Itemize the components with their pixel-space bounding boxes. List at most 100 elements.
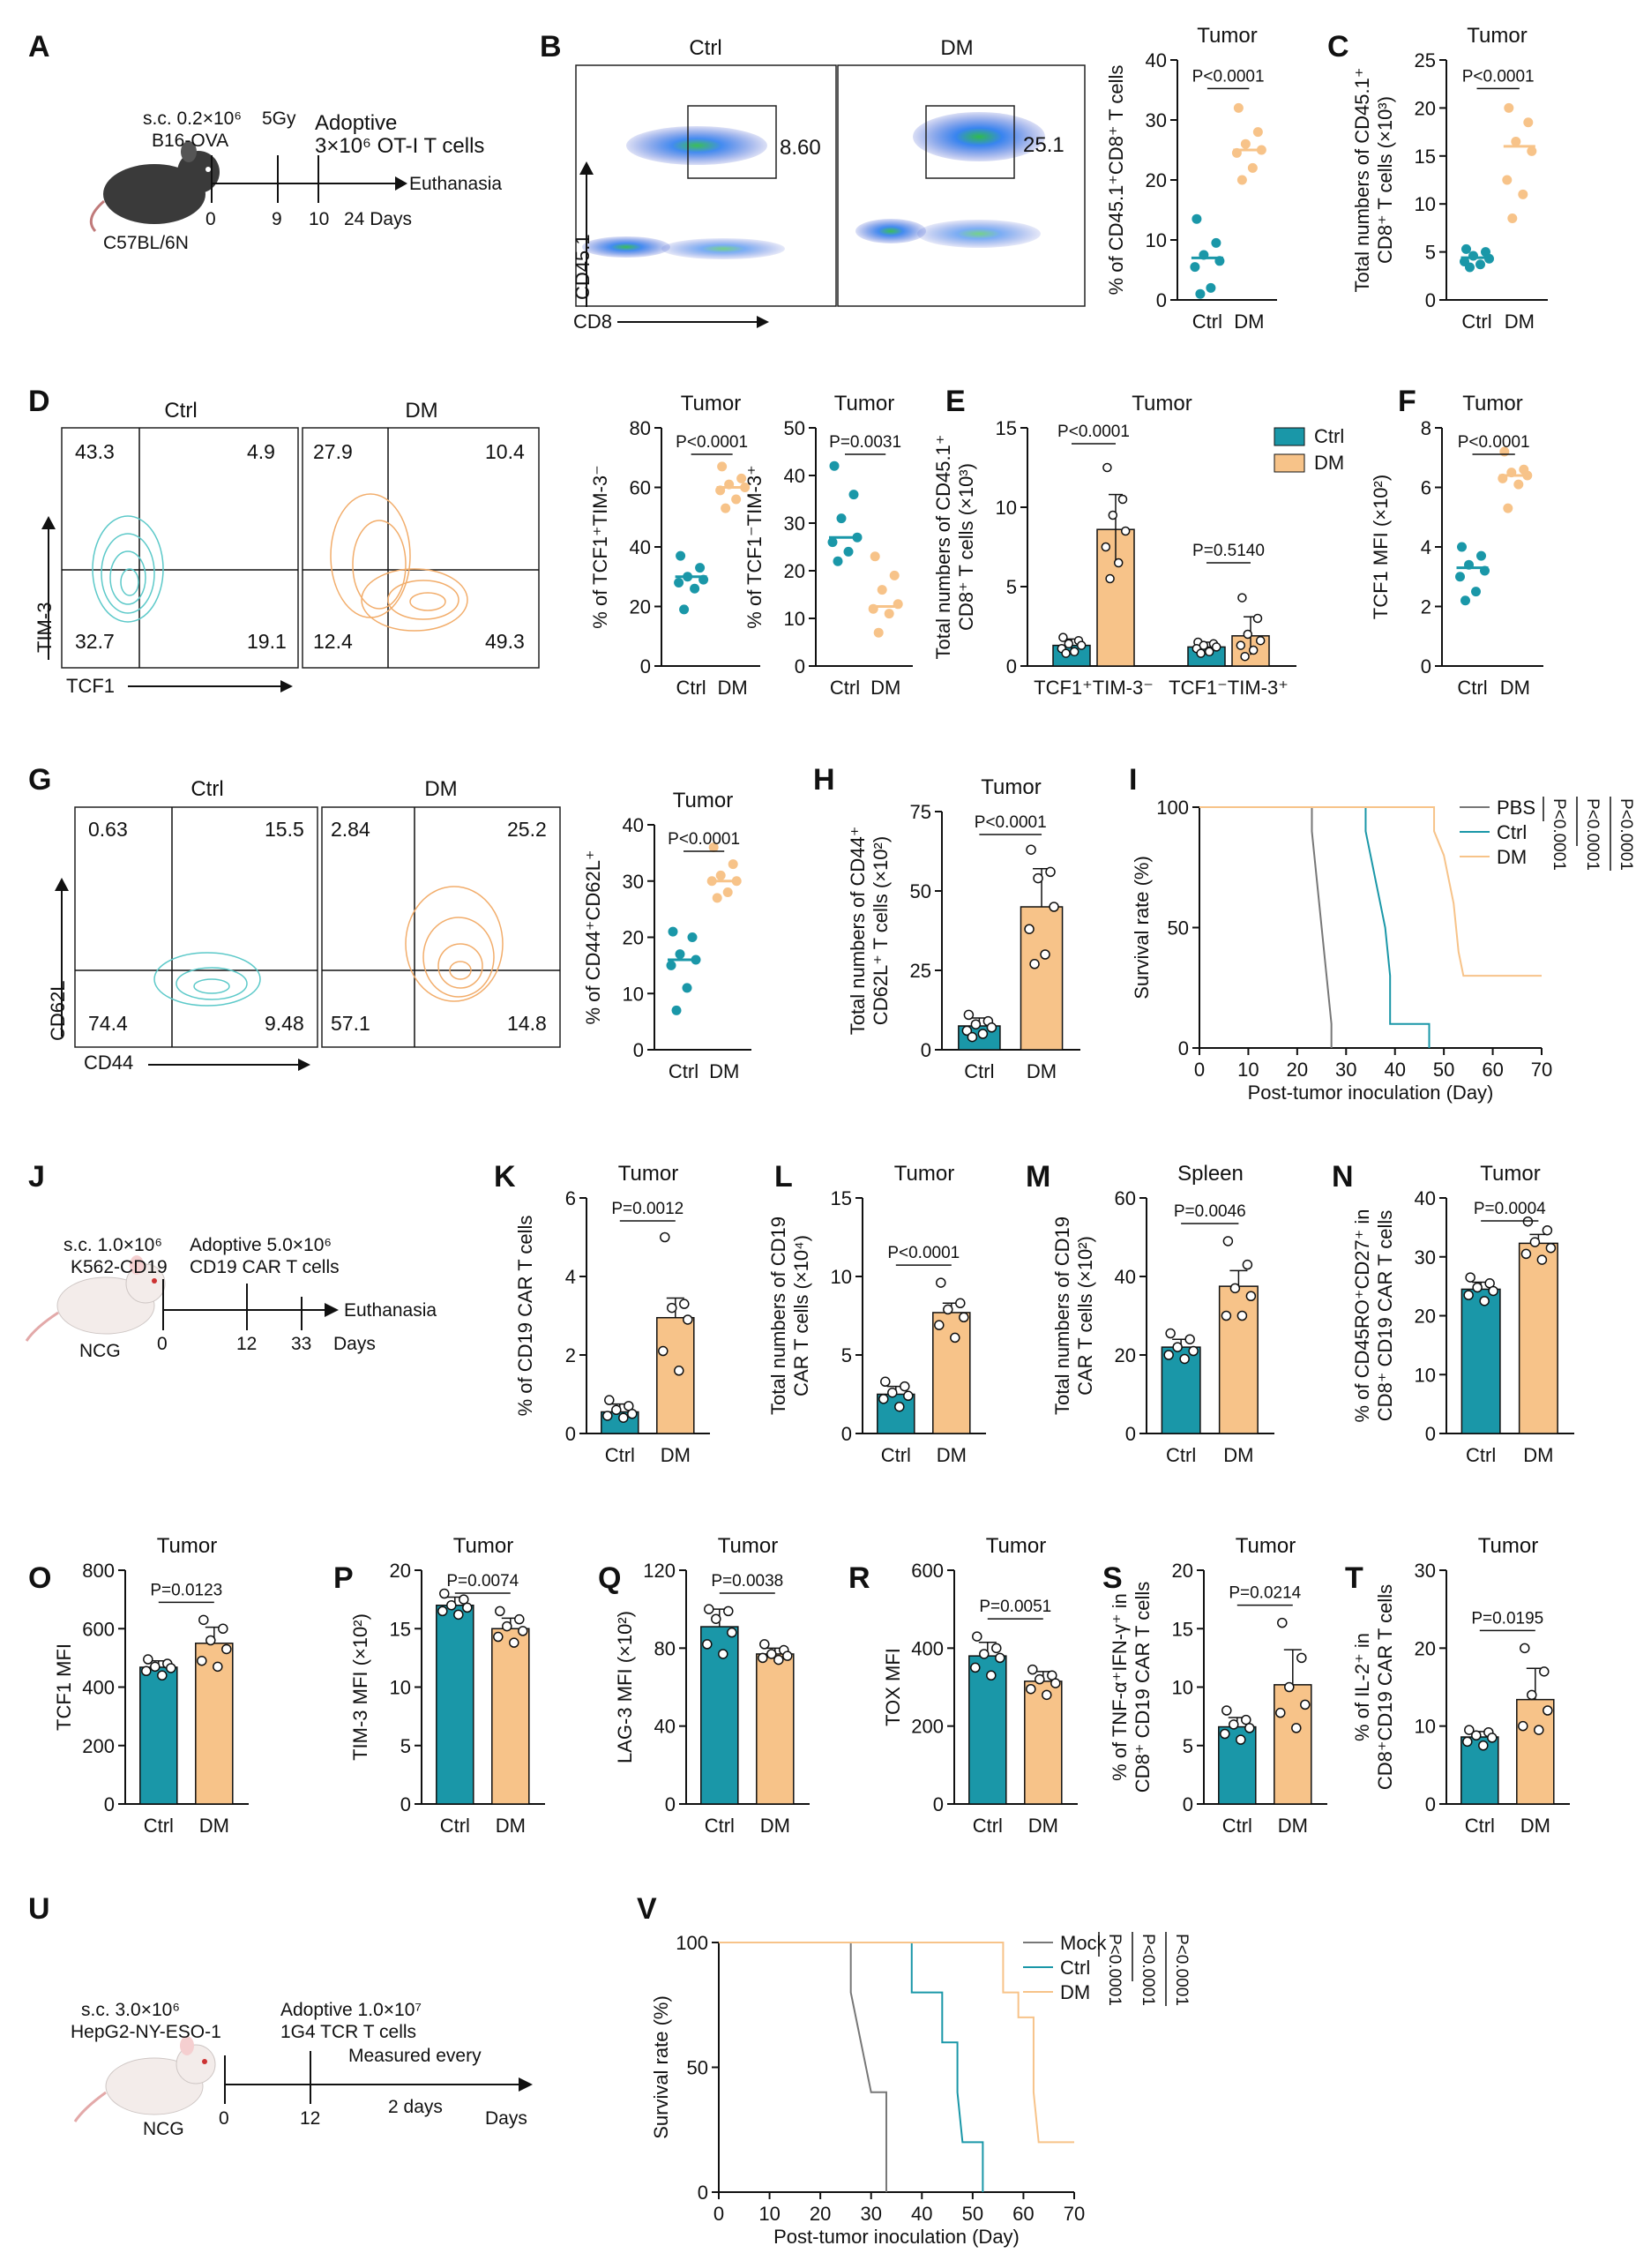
D1-title: Tumor: [681, 392, 741, 415]
O-dm-point-0: [198, 1614, 209, 1626]
H-dm-point-6: [1029, 959, 1040, 969]
I-legend-label-1: Ctrl: [1497, 821, 1527, 843]
I-xlabel: Post-tumor inoculation (Day): [1248, 1082, 1494, 1104]
M-ylabel-1: CAR T cells (×10²): [1074, 1236, 1096, 1396]
D2-dm-point-6: [873, 627, 884, 638]
schematic-j-end: Euthanasia: [344, 1300, 437, 1321]
H-dm-point-0: [1026, 844, 1036, 855]
M-xtick-0: Ctrl: [1166, 1444, 1196, 1466]
F-ytick-label-3: 6: [1421, 477, 1431, 499]
schematic-u-end: Days: [485, 2108, 527, 2129]
E-dm-0-point-2: [1108, 510, 1118, 520]
Q-xtick-1: DM: [760, 1815, 790, 1837]
O-ctrl-point-3: [166, 1663, 176, 1673]
flow-d-dm-title: DM: [405, 399, 437, 423]
S-ylabel-1: CD8⁺ CD19 CAR T cells: [1132, 1582, 1154, 1793]
K-xtick-0: Ctrl: [605, 1444, 635, 1466]
Q-ctrl-point-1: [723, 1606, 734, 1617]
C-ylabel-1: CD8⁺ T cells (×10³): [1374, 96, 1396, 264]
K-ctrl-point-5: [618, 1412, 629, 1423]
S-ctrl-point-1: [1241, 1714, 1251, 1725]
V-xlabel: Post-tumor inoculation (Day): [773, 2226, 1020, 2248]
K-ctrl-point-3: [627, 1409, 638, 1419]
panel-label-q: Q: [598, 1561, 621, 1595]
chart-g: 0 10 20 30 40 Tumor % of CD44⁺CD62L⁺ Ctrl DM P<0.…: [582, 789, 751, 1082]
T-xtick-0: Ctrl: [1465, 1815, 1495, 1837]
F-ytick-label-2: 4: [1421, 536, 1431, 558]
P-bar-dm: [491, 1628, 530, 1805]
chart-t: 0 10 20 30 Tumor % of IL-2⁺ in CD8⁺CD19 CAR T …: [1351, 1534, 1570, 1837]
K-xtick-1: DM: [661, 1444, 691, 1466]
schematic-j-t0: 0: [157, 1334, 168, 1354]
C-dm-point-0: [1504, 102, 1514, 113]
R-ctrl-point-0: [972, 1631, 982, 1642]
C-ytick-label-5: 25: [1415, 49, 1436, 71]
L-dm-point-0: [936, 1277, 946, 1288]
M-ctrl-point-4: [1163, 1350, 1174, 1360]
O-bar-ctrl: [139, 1666, 178, 1805]
R-ytick-label-3: 600: [911, 1560, 944, 1582]
N-dm-point-1: [1542, 1224, 1553, 1236]
S-dm-point-1: [1296, 1652, 1307, 1664]
V-xtick-label-7: 70: [1064, 2203, 1085, 2225]
D1-dm-point-6: [721, 503, 731, 513]
chart-p: 0 5 10 15 20 Tumor TIM-3 MFI (×10²) Ctrl DM P=0.0…: [349, 1534, 545, 1837]
flow-g-ctrl-q1: 0.63: [88, 818, 128, 841]
I-pvalue-1: P<0.0001: [1583, 798, 1602, 871]
E-legend-label-1: DM: [1314, 452, 1344, 474]
R-dm-point-2: [1035, 1673, 1045, 1685]
R-ctrl-point-1: [991, 1643, 1002, 1654]
Q-ytick-label-2: 80: [654, 1637, 676, 1659]
D1-ytick-label-3: 60: [630, 477, 651, 499]
B-ylabel-0: % of CD45.1⁺CD8⁺ T cells: [1105, 65, 1127, 296]
F-ytick-label-1: 2: [1421, 596, 1431, 618]
B-dm-point-0: [1233, 102, 1244, 113]
P-dm-point-1: [514, 1613, 525, 1625]
panel-label-j: J: [28, 1160, 45, 1194]
B-ctrl-point-6: [1195, 288, 1206, 299]
D1-dm-point-1: [736, 473, 747, 483]
N-ctrl-point-0: [1465, 1272, 1475, 1283]
O-dm-point-1: [218, 1623, 228, 1634]
O-title: Tumor: [157, 1534, 217, 1558]
D2-ytick-label-0: 0: [795, 655, 805, 677]
T-ctrl-point-0: [1464, 1725, 1475, 1735]
flow-g-dm-title: DM: [424, 777, 457, 801]
P-dm-point-2: [502, 1621, 512, 1632]
D2-ytick-label-2: 20: [784, 560, 805, 582]
D1-ytick-label-0: 0: [640, 655, 651, 677]
schematic-u-t1: 12: [300, 2108, 320, 2129]
G-dm-point-0: [708, 842, 719, 852]
M-pvalue: P=0.0046: [1174, 1202, 1246, 1221]
panel-label-b: B: [540, 30, 562, 64]
G-ctrl-point-6: [671, 1005, 682, 1015]
G-ylabel-0: % of CD44⁺CD62L⁺: [582, 850, 604, 1024]
K-ytick-label-1: 2: [565, 1344, 576, 1366]
H-ctrl-point-2: [970, 1019, 982, 1029]
B-ytick-label-3: 30: [1146, 109, 1167, 131]
T-ctrl-point-2: [1471, 1730, 1482, 1741]
S-ytick-label-1: 5: [1183, 1735, 1193, 1757]
panel-label-r: R: [848, 1561, 870, 1595]
H-dm-point-4: [1024, 924, 1035, 934]
L-xtick-1: DM: [937, 1444, 967, 1466]
chart-l: 0 5 10 15 Tumor Total numbers of CD19 CAR T ce…: [767, 1162, 986, 1466]
panel-label-p: P: [333, 1561, 354, 1595]
flow-b-ylabel: CD45.1: [571, 234, 594, 300]
O-ctrl-point-0: [143, 1654, 153, 1665]
M-xtick-1: DM: [1223, 1444, 1253, 1466]
V-xtick-label-1: 10: [758, 2203, 780, 2225]
G-dm-point-2: [715, 870, 726, 880]
T-ctrl-point-4: [1462, 1736, 1473, 1748]
I-series-ctrl: [1199, 806, 1431, 1048]
N-xtick-1: DM: [1523, 1444, 1553, 1466]
D2-ytick-label-5: 50: [784, 417, 805, 439]
E-dm-1-point-6: [1240, 651, 1250, 662]
P-ytick-label-1: 5: [400, 1735, 411, 1757]
E-legend-swatch-0: [1274, 427, 1305, 446]
schematic-u-cells: 1G4 TCR T cells: [280, 2022, 416, 2042]
B-ytick-label-0: 0: [1156, 289, 1167, 311]
K-ctrl-point-0: [604, 1395, 615, 1405]
S-ytick-label-0: 0: [1183, 1793, 1193, 1815]
